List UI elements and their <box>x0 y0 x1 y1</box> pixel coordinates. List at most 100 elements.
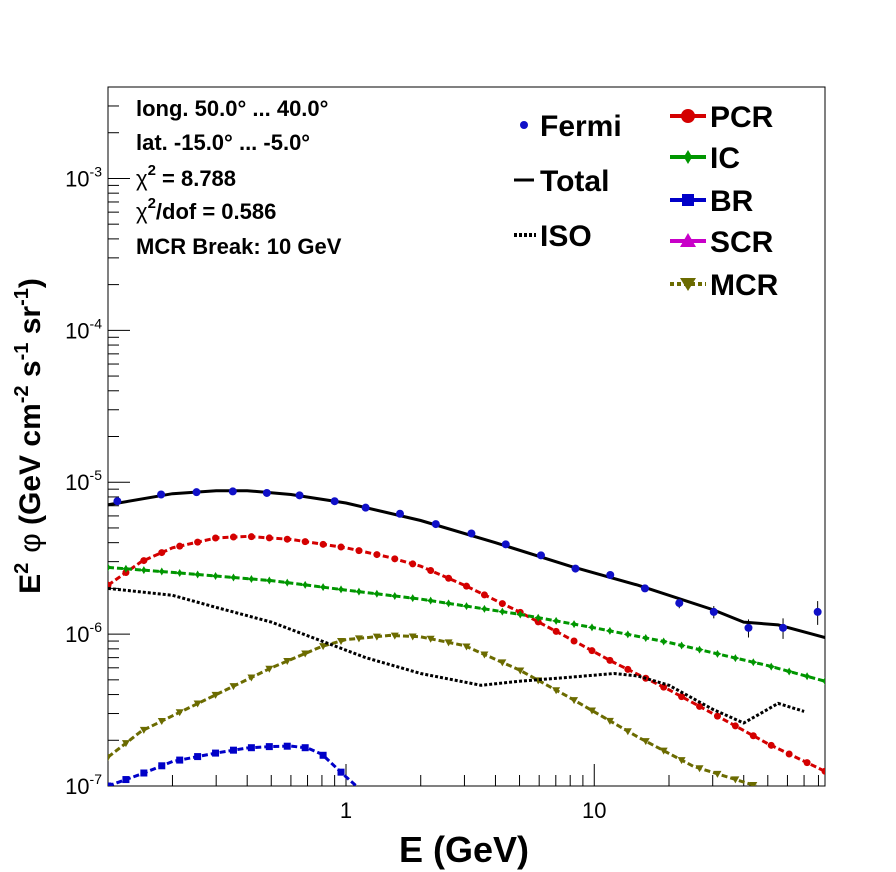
br-marker <box>108 782 112 786</box>
pcr-marker <box>606 656 614 664</box>
pcr-marker <box>498 600 506 608</box>
legend-mcr-marker <box>680 278 696 291</box>
pcr-marker <box>785 750 793 758</box>
br-marker <box>265 743 273 751</box>
fermi-point <box>571 564 580 573</box>
ic-marker <box>426 596 435 605</box>
mcr-marker <box>283 658 292 666</box>
ic-marker <box>534 613 543 622</box>
fermi-point <box>157 490 166 499</box>
pcr-marker <box>749 732 757 740</box>
pcr-marker <box>373 551 381 559</box>
pcr-marker <box>337 543 345 551</box>
pcr-marker <box>803 759 811 767</box>
mcr-marker <box>516 667 525 675</box>
br-marker <box>176 756 184 764</box>
ic-marker <box>444 599 453 608</box>
fermi-point <box>813 607 822 616</box>
pcr-marker <box>212 534 220 542</box>
br-line <box>108 744 358 786</box>
mcr-marker <box>444 639 453 647</box>
ic-marker <box>570 620 579 629</box>
ic-marker <box>108 563 112 572</box>
ic-marker <box>677 641 686 650</box>
fermi-point <box>675 599 684 608</box>
axis-tick-labels: 1 10 10-7 10-6 10-5 10-4 10-3 <box>65 163 606 823</box>
fermi-point <box>361 503 370 512</box>
legend-total-label: Total <box>540 165 609 198</box>
legend-ic-label: IC <box>710 142 740 175</box>
pcr-marker <box>731 722 739 730</box>
ic-marker <box>283 578 292 587</box>
fermi-point <box>192 488 201 497</box>
mcr-marker <box>211 691 220 699</box>
mcr-marker <box>301 650 310 658</box>
x-tick-label: 10 <box>582 798 606 823</box>
br-marker <box>283 742 291 750</box>
ic-marker <box>229 573 238 582</box>
legend-iso-label: ISO <box>540 220 592 253</box>
mcr-marker <box>426 635 435 643</box>
mcr-marker <box>659 747 668 755</box>
ic-marker <box>247 574 256 583</box>
br-marker <box>158 762 166 770</box>
ic-marker <box>552 616 561 625</box>
pcr-marker <box>194 538 202 546</box>
ic-marker <box>301 580 310 589</box>
mcr-marker <box>319 643 328 651</box>
x-axis-title: E (GeV) <box>399 829 529 870</box>
mcr-marker <box>229 683 238 691</box>
fermi-point <box>262 488 271 497</box>
pcr-marker <box>445 574 453 582</box>
ic-marker <box>821 677 825 686</box>
pcr-marker <box>140 557 148 565</box>
mcr-marker <box>677 757 686 765</box>
ic-marker <box>623 630 632 639</box>
br-marker <box>319 751 327 759</box>
legend-fermi-marker <box>520 121 528 129</box>
mcr-marker <box>175 709 184 717</box>
mcr-marker <box>121 740 130 748</box>
ic-marker <box>265 576 274 585</box>
fermi-point <box>295 491 304 500</box>
pcr-marker <box>713 712 721 720</box>
legend-left: Fermi Total ISO <box>514 110 622 253</box>
ic-marker <box>587 623 596 632</box>
legend-right: PCR IC BR SCR MCR <box>670 101 779 302</box>
ic-marker <box>175 568 184 577</box>
info-chi2-dof: χ2/dof = 0.586 <box>136 195 276 224</box>
mcr-marker <box>623 728 632 736</box>
mcr-marker <box>749 782 758 786</box>
pcr-marker <box>588 647 596 655</box>
pcr-marker <box>158 549 166 557</box>
fermi-point <box>536 551 545 560</box>
pcr-marker <box>265 534 273 542</box>
pcr-marker <box>821 767 825 775</box>
br-marker <box>301 744 309 752</box>
pcr-marker <box>355 547 363 555</box>
mcr-marker <box>713 770 722 778</box>
ic-marker <box>641 633 650 642</box>
iso-line <box>108 586 805 725</box>
mcr-marker <box>605 717 614 725</box>
mcr-marker <box>570 697 579 705</box>
pcr-marker <box>463 582 470 590</box>
fermi-point <box>779 623 788 632</box>
fermi-point <box>113 497 122 506</box>
mcr-marker <box>390 632 399 640</box>
pcr-marker <box>409 560 417 568</box>
pcr-marker <box>767 741 775 749</box>
pcr-marker <box>696 702 704 710</box>
ic-marker <box>139 566 148 575</box>
mcr-line <box>108 633 757 786</box>
fermi-point <box>330 497 339 506</box>
y-tick-label: 10-5 <box>65 467 102 495</box>
fermi-point <box>431 520 440 529</box>
ic-marker <box>605 626 614 635</box>
ic-marker <box>462 602 471 611</box>
pcr-marker <box>570 637 578 645</box>
pcr-marker <box>678 693 686 701</box>
mcr-marker <box>193 700 202 708</box>
ic-marker <box>390 591 399 600</box>
legend-pcr-marker <box>681 109 695 123</box>
